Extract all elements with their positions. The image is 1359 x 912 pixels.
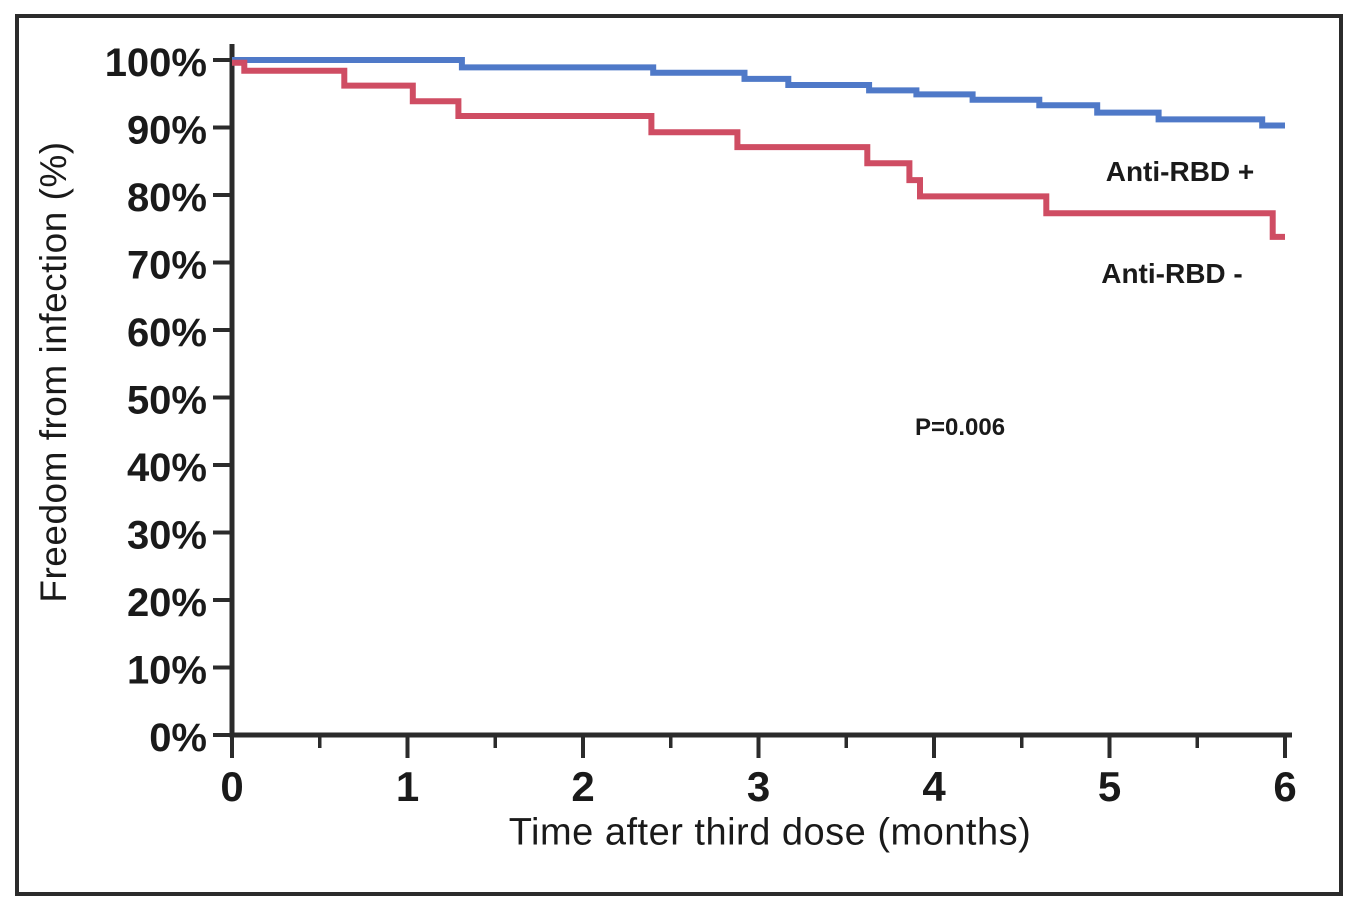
y-tick-label: 100%	[105, 41, 207, 85]
y-tick-label: 90%	[127, 109, 207, 153]
x-tick-label: 1	[396, 763, 419, 810]
km-curve-anti-rbd-negative	[232, 59, 1285, 240]
x-axis-title: Time after third dose (months)	[508, 811, 1032, 854]
y-tick-label: 20%	[127, 581, 207, 625]
y-tick-label: 0%	[149, 716, 207, 760]
y-tick-label: 40%	[127, 446, 207, 490]
x-tick-label: 6	[1273, 763, 1296, 810]
km-curve-anti-rbd-positive	[232, 57, 1285, 129]
x-tick-label: 5	[1098, 763, 1121, 810]
x-tick-label: 4	[922, 763, 946, 810]
series-label-anti-rbd-positive: Anti-RBD +	[1105, 156, 1255, 187]
x-tick-label: 2	[571, 763, 594, 810]
figure-frame	[15, 14, 1343, 896]
y-axis-title: Freedom from infection (%)	[33, 141, 74, 603]
y-tick-label: 50%	[127, 379, 207, 423]
y-tick-label: 30%	[127, 514, 207, 558]
x-tick-label: 3	[747, 763, 770, 810]
x-tick-label: 0	[220, 763, 243, 810]
y-tick-label: 80%	[127, 176, 207, 220]
y-tick-label: 70%	[127, 244, 207, 288]
p-value-annotation: P=0.006	[914, 414, 1006, 441]
series-label-anti-rbd-negative: Anti-RBD -	[1101, 258, 1243, 289]
y-tick-label: 10%	[127, 649, 207, 693]
y-tick-label: 60%	[127, 311, 207, 355]
